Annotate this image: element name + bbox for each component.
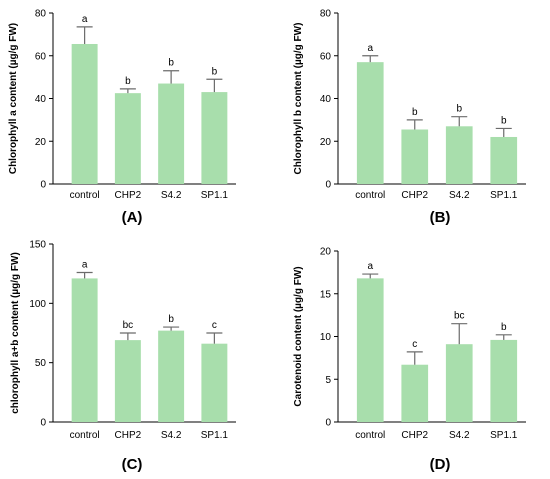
x-tick-label: S4.2 [449, 430, 470, 441]
y-tick-label: 0 [325, 418, 331, 429]
bar [201, 92, 228, 184]
bar [490, 136, 518, 184]
x-tick-label: SP1.1 [490, 190, 518, 201]
chart-panel-b: 0 20 40 60 80 Chlorophyll b content (µg/g FW)… [293, 9, 526, 226]
y-tick-label: 0 [325, 180, 331, 191]
y-tick-label: 40 [35, 94, 47, 105]
bar [158, 83, 185, 184]
significance-label: bc [454, 311, 465, 322]
x-tick-label: S4.2 [161, 430, 182, 441]
x-tick-label: CHP2 [115, 190, 142, 201]
y-tick-label: 80 [35, 9, 47, 20]
y-tick-label: 40 [320, 94, 332, 105]
significance-label: b [501, 322, 507, 333]
y-axis-title: chlorophyll a+b content (µg/g FW) [10, 252, 21, 414]
significance-label: b [168, 58, 174, 69]
y-axis-title: Chlorophyll b content (µg/g FW) [293, 23, 304, 175]
x-tick-label: S4.2 [449, 190, 470, 201]
y-tick-label: 100 [29, 299, 46, 310]
y-tick-label: 0 [40, 418, 46, 429]
y-tick-label: 5 [325, 375, 331, 386]
bar [401, 364, 429, 422]
bar [490, 339, 518, 422]
bar [401, 129, 429, 184]
bar [356, 62, 384, 184]
bar [71, 278, 98, 422]
y-tick-label: 20 [35, 137, 47, 148]
x-tick-label: control [70, 190, 100, 201]
y-axis-title: Carotenoid content (µg/g FW) [293, 266, 304, 406]
x-tick-label: SP1.1 [490, 430, 518, 441]
bar [114, 93, 141, 184]
significance-label: c [412, 339, 417, 350]
y-tick-label: 15 [320, 289, 332, 300]
x-tick-label: CHP2 [401, 430, 428, 441]
significance-label: b [501, 115, 507, 126]
y-tick-label: 20 [320, 137, 332, 148]
bar [71, 43, 98, 185]
chart-panel-c: 0 50 100 150 chlorophyll a+b content (µg/g F… [10, 240, 236, 473]
x-tick-label: CHP2 [115, 430, 142, 441]
bar [201, 343, 228, 422]
bar [356, 278, 384, 422]
significance-label: bc [123, 320, 134, 331]
panel-label: (A) [122, 209, 143, 226]
significance-label: a [82, 14, 88, 25]
y-tick-label: 10 [320, 332, 332, 343]
significance-label: b [412, 107, 418, 118]
x-tick-label: CHP2 [401, 190, 428, 201]
significance-label: b [125, 76, 131, 87]
x-tick-label: control [355, 430, 385, 441]
bar [445, 344, 473, 422]
significance-label: b [456, 104, 462, 115]
significance-label: b [212, 66, 218, 77]
bar [114, 340, 141, 422]
significance-label: b [168, 314, 174, 325]
x-tick-label: SP1.1 [201, 430, 229, 441]
x-tick-label: control [70, 430, 100, 441]
significance-label: a [82, 259, 88, 270]
significance-label: a [367, 43, 373, 54]
chart-panel-a: 0 20 40 60 80 Chlorophyll a content (µg/g FW)… [8, 9, 236, 226]
y-tick-label: 0 [40, 180, 46, 191]
x-tick-label: SP1.1 [201, 190, 229, 201]
y-tick-label: 50 [35, 358, 47, 369]
y-tick-label: 80 [320, 9, 332, 20]
panel-label: (D) [430, 456, 451, 473]
chart-panel-d: 0 5 10 15 20 Carotenoid content (µg/g FW) a con… [293, 247, 526, 473]
x-tick-label: S4.2 [161, 190, 182, 201]
y-tick-label: 150 [29, 240, 46, 251]
significance-label: a [367, 261, 373, 272]
bar [445, 126, 473, 184]
x-tick-label: control [355, 190, 385, 201]
panel-label: (C) [122, 456, 143, 473]
significance-label: c [212, 320, 217, 331]
panel-label: (B) [430, 209, 451, 226]
bar [158, 330, 185, 422]
y-tick-label: 60 [320, 51, 332, 62]
y-tick-label: 20 [320, 247, 332, 258]
y-tick-label: 60 [35, 51, 47, 62]
y-axis-title: Chlorophyll a content (µg/g FW) [8, 23, 19, 174]
